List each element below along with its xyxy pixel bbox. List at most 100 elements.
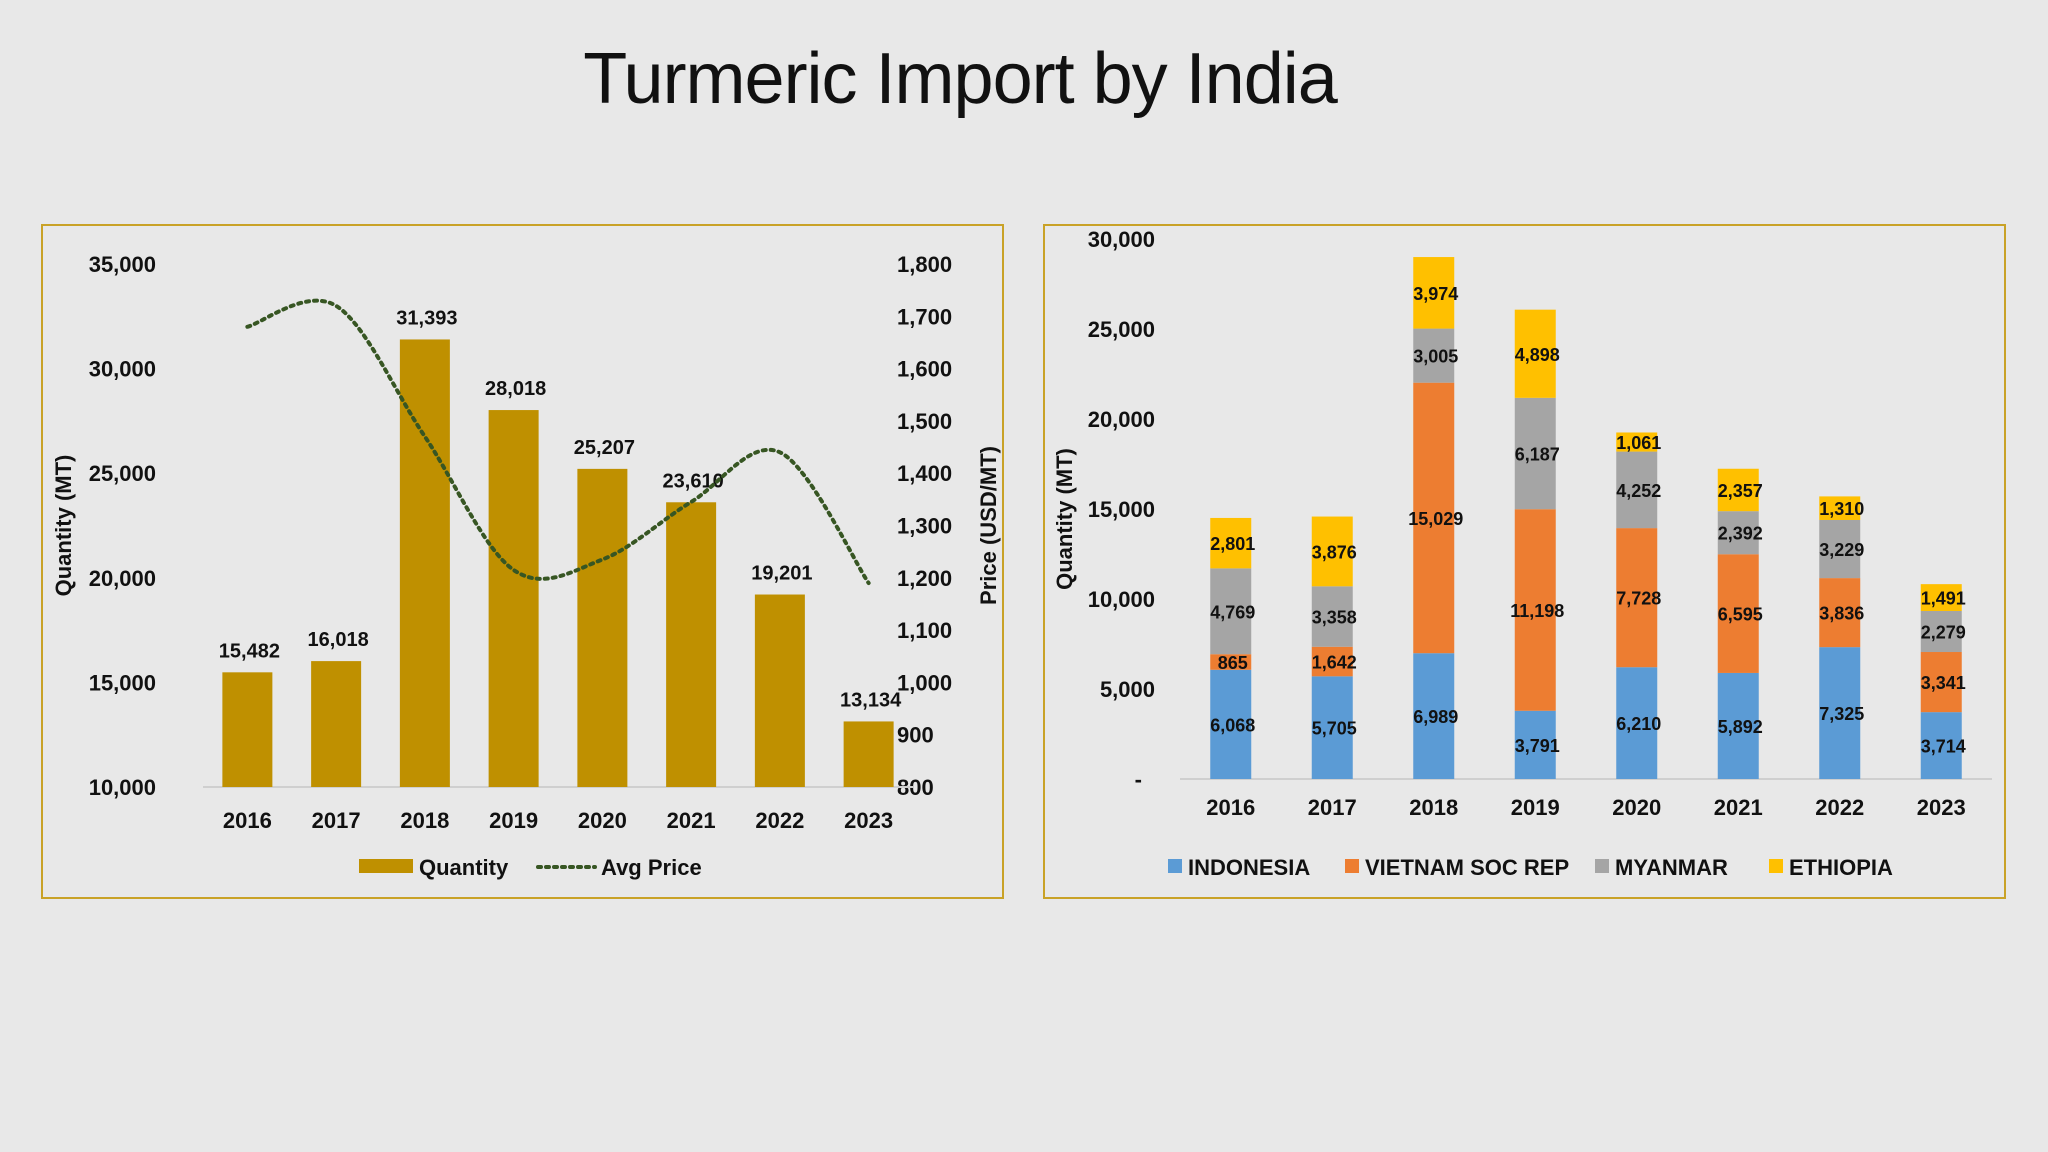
quantity-data-label: 16,018 — [308, 629, 369, 651]
segment-ethiopia — [1616, 432, 1658, 452]
segment-data-label: 5,705 — [1312, 719, 1357, 739]
segment-indonesia — [1210, 669, 1252, 779]
y-tick-right: 900 — [897, 723, 934, 748]
segment-data-label: 4,252 — [1616, 481, 1661, 501]
segment-data-label: 4,898 — [1515, 345, 1560, 365]
y-axis-title-left: Quantity (MT) — [51, 455, 76, 597]
y-tick: - — [1135, 767, 1142, 792]
segment-myanmar — [1311, 586, 1353, 647]
segment-ethiopia — [1717, 468, 1759, 512]
x-tick-label: 2016 — [1206, 795, 1255, 820]
y-tick: 25,000 — [1088, 317, 1155, 342]
segment-indonesia — [1514, 710, 1556, 779]
y-tick: 10,000 — [1088, 587, 1155, 612]
y-tick-left: 20,000 — [89, 566, 156, 591]
y-tick-right: 1,500 — [897, 409, 952, 434]
segment-ethiopia — [1920, 584, 1962, 611]
y-tick-left: 30,000 — [89, 357, 156, 382]
quantity-data-label: 28,018 — [485, 378, 546, 400]
quantity-data-label: 31,393 — [396, 307, 457, 329]
x-tick-label: 2018 — [1409, 795, 1458, 820]
segment-data-label: 11,198 — [1510, 601, 1564, 621]
segment-data-label: 6,068 — [1210, 715, 1255, 735]
segment-ethiopia — [1819, 496, 1861, 520]
y-tick: 5,000 — [1100, 677, 1155, 702]
segment-myanmar — [1819, 519, 1861, 579]
segment-myanmar — [1616, 451, 1658, 529]
segment-vietnam-soc-rep — [1920, 652, 1962, 713]
segment-data-label: 7,728 — [1616, 589, 1661, 609]
y-tick-left: 35,000 — [89, 252, 156, 277]
segment-data-label: 3,714 — [1921, 737, 1966, 757]
legend-swatch-vietnam-soc-rep — [1345, 859, 1359, 873]
segment-data-label: 2,279 — [1921, 622, 1966, 642]
avg-price-line — [245, 298, 871, 586]
y-tick: 30,000 — [1088, 227, 1155, 252]
quantity-bar — [666, 502, 717, 787]
y-tick: 20,000 — [1088, 407, 1155, 432]
segment-data-label: 6,989 — [1413, 707, 1458, 727]
quantity-data-label: 19,201 — [751, 563, 812, 585]
segment-data-label: 3,341 — [1921, 673, 1966, 693]
quantity-bar — [222, 672, 273, 787]
y-tick-left: 25,000 — [89, 461, 156, 486]
y-tick-left: 10,000 — [89, 775, 156, 800]
segment-data-label: 5,892 — [1718, 717, 1763, 737]
segment-vietnam-soc-rep — [1819, 578, 1861, 648]
x-tick-label: 2016 — [223, 808, 272, 833]
segment-data-label: 2,357 — [1718, 481, 1763, 501]
segment-data-label: 6,210 — [1616, 714, 1661, 734]
x-tick-label: 2023 — [1917, 795, 1966, 820]
legend-swatch-indonesia — [1168, 859, 1182, 873]
x-tick-label: 2019 — [1511, 795, 1560, 820]
x-tick-label: 2022 — [1815, 795, 1864, 820]
segment-data-label: 1,310 — [1819, 499, 1864, 519]
x-tick-label: 2020 — [578, 808, 627, 833]
x-tick-label: 2020 — [1612, 795, 1661, 820]
segment-myanmar — [1210, 568, 1252, 655]
quantity-data-label: 15,482 — [219, 640, 280, 662]
segment-ethiopia — [1514, 309, 1556, 398]
quantity-price-chart: 10,00015,00020,00025,00030,00035,0008009… — [51, 252, 1001, 880]
quantity-data-label: 23,610 — [663, 470, 724, 492]
x-tick-label: 2023 — [844, 808, 893, 833]
legend-label-vietnam-soc-rep: VIETNAM SOC REP — [1365, 855, 1569, 880]
legend-label-indonesia: INDONESIA — [1188, 855, 1310, 880]
segment-data-label: 3,974 — [1413, 284, 1458, 304]
legend-label-quantity: Quantity — [419, 855, 509, 880]
x-tick-label: 2019 — [489, 808, 538, 833]
segment-data-label: 1,061 — [1616, 433, 1661, 453]
segment-vietnam-soc-rep — [1210, 654, 1252, 670]
segment-data-label: 6,187 — [1515, 445, 1560, 465]
segment-indonesia — [1413, 653, 1455, 779]
quantity-data-label: 25,207 — [574, 437, 635, 459]
segment-data-label: 3,005 — [1413, 347, 1458, 367]
segment-data-label: 15,029 — [1408, 509, 1463, 529]
segment-vietnam-soc-rep — [1514, 509, 1556, 711]
segment-vietnam-soc-rep — [1413, 382, 1455, 654]
x-tick-label: 2017 — [312, 808, 361, 833]
segment-indonesia — [1717, 672, 1759, 779]
segment-data-label: 1,491 — [1921, 589, 1966, 609]
country-stacked-chart-panel: - 5,000 10,000 15,000 20,000 25,000 30,000 Quan… — [1043, 224, 2006, 899]
quantity-bar — [399, 339, 450, 787]
y-tick-left: 15,000 — [89, 670, 156, 695]
y-tick-right: 1,000 — [897, 670, 952, 695]
legend-swatch-ethiopia — [1769, 859, 1783, 873]
segment-data-label: 7,325 — [1819, 704, 1864, 724]
segment-myanmar — [1717, 511, 1759, 555]
segment-indonesia — [1920, 712, 1962, 779]
y-axis-title-right: Price (USD/MT) — [976, 446, 1001, 605]
legend-label-avg-price: Avg Price — [601, 855, 702, 880]
quantity-bar — [843, 721, 894, 787]
segment-data-label: 2,801 — [1210, 534, 1255, 554]
segment-vietnam-soc-rep — [1717, 554, 1759, 673]
legend-label-ethiopia: ETHIOPIA — [1789, 855, 1893, 880]
segment-vietnam-soc-rep — [1616, 528, 1658, 668]
quantity-bar — [577, 468, 628, 787]
legend-swatch-quantity — [359, 859, 413, 873]
y-tick-right: 1,300 — [897, 514, 952, 539]
page-title: Turmeric Import by India — [583, 39, 1338, 119]
quantity-bar — [754, 594, 805, 787]
segment-myanmar — [1514, 397, 1556, 510]
